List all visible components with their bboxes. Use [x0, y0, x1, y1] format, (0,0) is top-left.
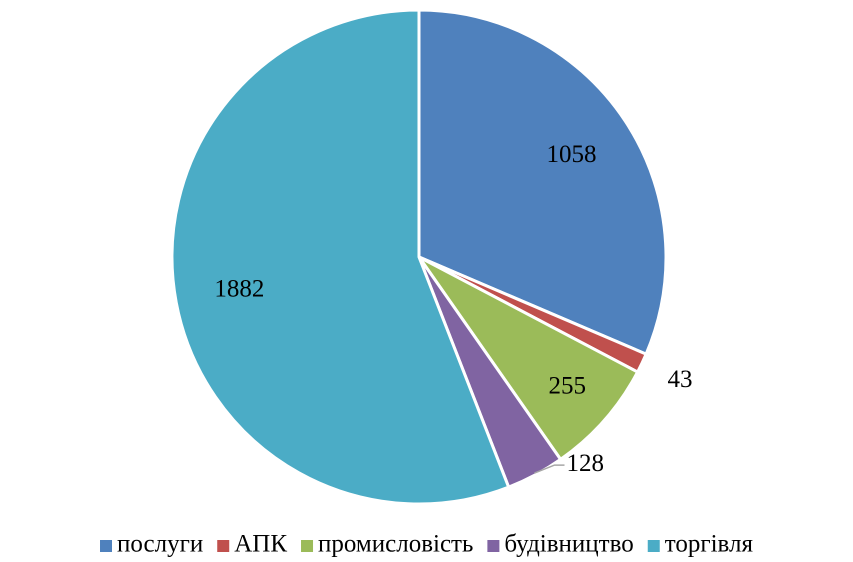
- legend-swatch: [100, 540, 113, 552]
- pie-slice: [417, 8, 668, 357]
- legend-label: АПК: [234, 531, 287, 558]
- data-label: 43: [667, 366, 692, 393]
- legend-swatch: [217, 540, 230, 552]
- data-label: 1882: [214, 275, 264, 302]
- legend-swatch: [647, 540, 660, 552]
- leader-line: [534, 464, 565, 474]
- pie-slice: [417, 255, 640, 462]
- legend-label: промисловість: [318, 531, 473, 558]
- data-label: 255: [548, 372, 586, 399]
- pie-slice: [170, 8, 511, 506]
- legend-label: торгівля: [665, 531, 754, 558]
- legend-swatch: [301, 540, 314, 552]
- data-label: 128: [567, 450, 605, 477]
- data-label: 1058: [547, 141, 597, 168]
- legend-label: послуги: [117, 531, 203, 558]
- legend-label: будівництво: [504, 531, 633, 558]
- legend: послуги АПК промисловість будівництво торгів…: [100, 531, 753, 558]
- legend-swatch: [487, 540, 500, 552]
